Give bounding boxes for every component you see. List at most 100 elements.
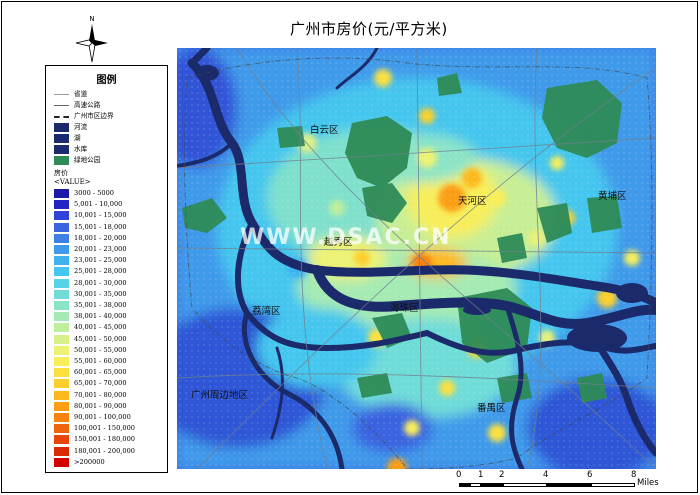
legend-price-label: 23,001 - 25,000 — [74, 256, 127, 265]
legend-price-swatch — [54, 368, 69, 378]
map-title: 广州市房价(元/平方米) — [290, 20, 448, 38]
legend-price-label: 25,001 - 28,000 — [74, 267, 127, 276]
legend-price-label: 55,001 - 60,000 — [74, 357, 127, 365]
legend-price-label: 90,001 - 100,000 — [74, 413, 131, 421]
district-label-liwan: 荔湾区 — [252, 306, 281, 317]
legend-price-swatch — [54, 289, 69, 299]
district-label-panyu: 番禺区 — [477, 403, 506, 414]
district-label-haizhu: 海珠区 — [390, 303, 419, 314]
legend-price-swatch — [54, 200, 69, 210]
legend-price-class: 70,001 - 80,000 — [54, 390, 166, 400]
legend-price-class: 50,001 - 55,000 — [54, 345, 166, 355]
legend-price-class: 60,001 - 65,000 — [54, 368, 166, 378]
legend-price-swatch — [54, 301, 69, 310]
legend-price-class: >200000 — [54, 457, 166, 467]
legend-price-header: 房价 — [54, 169, 68, 177]
legend-price-class: 28,001 - 30,000 — [54, 278, 166, 288]
legend-panel: 图例 省道 高速公路 广州市区边界 河流 湖 水库 绿地公园 房价 <VALUE… — [45, 65, 168, 473]
legend-price-label: 38,001 - 40,000 — [74, 312, 127, 321]
legend-price-label: 150,001 - 180,000 — [74, 435, 135, 444]
district-label-baiyun: 白云区 — [310, 125, 339, 136]
watermark-text: WWW.DSAC.CN — [240, 225, 452, 250]
legend-price-label: 30,001 - 35,000 — [74, 289, 127, 298]
legend-price-class: 100,001 - 150,000 — [54, 424, 166, 434]
scale-tick-2: 2 — [499, 470, 505, 480]
legend-price-class: 20,001 - 23,000 — [54, 245, 166, 254]
legend-price-swatch — [54, 401, 69, 411]
legend-price-field: <VALUE> — [54, 178, 91, 186]
legend-price-label: 65,001 - 70,000 — [74, 379, 127, 388]
scale-tick-8: 8 — [631, 470, 637, 480]
legend-price-class: 10,001 - 15,000 — [54, 211, 166, 221]
legend-price-swatch — [54, 323, 69, 333]
legend-item-city-boundary: 广州市区边界 — [54, 112, 166, 121]
legend-price-swatch — [54, 435, 69, 445]
north-label: N — [89, 15, 94, 23]
legend-price-label: 100,001 - 150,000 — [74, 424, 135, 433]
north-arrow-icon: N — [72, 14, 112, 64]
legend-price-class: 45,001 - 50,000 — [54, 334, 166, 344]
legend-price-class: 30,001 - 35,000 — [54, 289, 166, 299]
legend-price-class: 5,001 - 10,000 — [54, 200, 166, 210]
scale-tick-4: 4 — [543, 470, 549, 480]
legend-price-label: 60,001 - 65,000 — [74, 368, 127, 377]
legend-price-class: 65,001 - 70,000 — [54, 379, 166, 389]
legend-price-swatch — [54, 424, 69, 434]
legend-price-swatch — [54, 278, 69, 288]
legend-price-swatch — [54, 256, 69, 266]
district-label-huangpu: 黄埔区 — [598, 191, 627, 202]
legend-price-label: 80,001 - 90,000 — [74, 401, 127, 410]
legend-item-expressway: 高速公路 — [54, 101, 166, 110]
district-label-tianhe: 天河区 — [458, 196, 487, 207]
legend-title: 图例 — [96, 75, 117, 86]
legend-price-swatch — [54, 211, 69, 221]
legend-price-swatch — [54, 245, 69, 254]
legend-price-class: 180,001 - 200,000 — [54, 446, 166, 456]
legend-price-swatch — [54, 312, 69, 322]
legend-price-class: 25,001 - 28,000 — [54, 267, 166, 277]
legend-price-class: 150,001 - 180,000 — [54, 435, 166, 445]
legend-price-label: 3000 - 5000 — [74, 189, 114, 197]
legend-price-class: 35,001 - 38,000 — [54, 301, 166, 310]
scale-bar: 0 1 2 4 6 8 Miles — [456, 470, 689, 492]
legend-price-swatch — [54, 189, 69, 198]
legend-price-swatch — [54, 334, 69, 344]
legend-item-provincial-road: 省道 — [54, 90, 166, 99]
legend-price-label: 35,001 - 38,000 — [74, 301, 127, 309]
legend-item-reservoir: 水库 — [54, 145, 166, 154]
legend-price-label: 70,001 - 80,000 — [74, 390, 127, 399]
legend-price-swatch — [54, 222, 69, 232]
legend-price-swatch — [54, 390, 69, 400]
district-label-yuexiu: 越秀区 — [324, 237, 353, 248]
district-label-periphery: 广州周边地区 — [191, 390, 249, 401]
legend-price-label: 50,001 - 55,000 — [74, 345, 127, 354]
legend-item-river: 河流 — [54, 123, 166, 132]
legend-price-swatch — [54, 357, 69, 366]
legend-price-swatch — [54, 345, 69, 355]
legend-price-swatch — [54, 233, 69, 243]
legend-price-class: 40,001 - 45,000 — [54, 323, 166, 333]
legend-price-label: 20,001 - 23,000 — [74, 245, 127, 253]
scale-tick-1: 1 — [478, 470, 484, 480]
legend-price-swatch — [54, 413, 69, 422]
price-heatmap — [177, 48, 656, 469]
legend-price-label: 40,001 - 45,000 — [74, 323, 127, 332]
legend-price-class: 90,001 - 100,000 — [54, 413, 166, 422]
legend-price-label: 10,001 - 15,000 — [74, 211, 127, 220]
scale-tick-6: 6 — [587, 470, 593, 480]
legend-price-class: 15,001 - 18,000 — [54, 222, 166, 232]
legend-price-class: 80,001 - 90,000 — [54, 401, 166, 411]
legend-price-class: 23,001 - 25,000 — [54, 256, 166, 266]
legend-price-label: 28,001 - 30,000 — [74, 278, 127, 287]
legend-price-class: 55,001 - 60,000 — [54, 357, 166, 366]
legend-price-label: 18,001 - 20,000 — [74, 233, 127, 242]
legend-item-lake: 湖 — [54, 134, 166, 143]
legend-price-label: >200000 — [74, 457, 105, 466]
legend-price-label: 45,001 - 50,000 — [74, 334, 127, 343]
scale-unit: Miles — [637, 478, 659, 488]
legend-item-green-park: 绿地公园 — [54, 156, 166, 165]
legend-price-class: 3000 - 5000 — [54, 189, 166, 198]
scale-tick-0: 0 — [456, 470, 462, 480]
legend-price-class: 38,001 - 40,000 — [54, 312, 166, 322]
